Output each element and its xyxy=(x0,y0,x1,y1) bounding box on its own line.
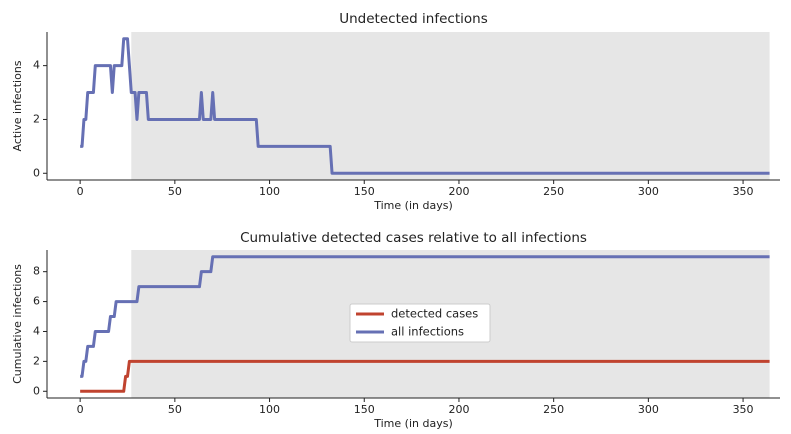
x-tick-label: 350 xyxy=(733,403,754,416)
data-line xyxy=(80,255,770,378)
chart-title: Undetected infections xyxy=(339,11,487,27)
x-tick-label: 50 xyxy=(168,403,182,416)
x-tick-label: 300 xyxy=(638,185,659,198)
x-tick-label: 200 xyxy=(448,185,469,198)
y-tick-label: 4 xyxy=(33,324,40,337)
x-tick-label: 50 xyxy=(168,185,182,198)
x-axis-label: Time (in days) xyxy=(373,417,453,430)
x-axis-label: Time (in days) xyxy=(373,199,453,212)
y-tick-label: 2 xyxy=(33,112,40,125)
x-tick-label: 150 xyxy=(354,403,375,416)
legend-box xyxy=(349,303,491,343)
x-tick-label: 350 xyxy=(733,185,754,198)
y-tick-label: 0 xyxy=(33,384,40,397)
shaded-region xyxy=(131,32,770,180)
x-tick-label: 100 xyxy=(259,403,280,416)
legend-label: all infections xyxy=(391,325,464,339)
data-line xyxy=(80,359,770,393)
data-line xyxy=(80,37,770,175)
x-tick-label: 200 xyxy=(448,403,469,416)
y-tick-label: 8 xyxy=(33,265,40,278)
y-axis-label: Active infections xyxy=(11,60,24,151)
y-tick-label: 6 xyxy=(33,295,40,308)
x-tick-label: 250 xyxy=(543,403,564,416)
x-tick-label: 150 xyxy=(354,185,375,198)
x-tick-label: 0 xyxy=(77,185,84,198)
chart-title: Cumulative detected cases relative to al… xyxy=(240,230,587,246)
x-tick-label: 250 xyxy=(543,185,564,198)
x-tick-label: 100 xyxy=(259,185,280,198)
x-tick-label: 0 xyxy=(77,403,84,416)
x-tick-label: 300 xyxy=(638,403,659,416)
y-tick-label: 4 xyxy=(33,59,40,72)
y-tick-label: 2 xyxy=(33,354,40,367)
y-axis-label: Cumulative infections xyxy=(11,264,24,384)
legend-label: detected cases xyxy=(391,307,478,321)
y-tick-label: 0 xyxy=(33,166,40,179)
